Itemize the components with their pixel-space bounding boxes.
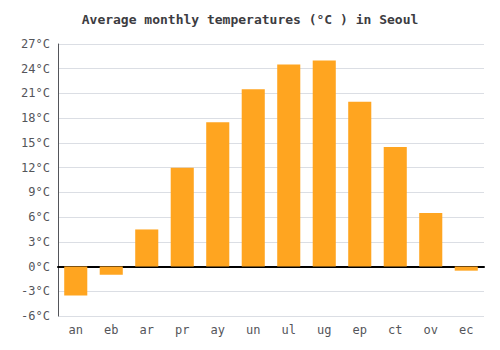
svg-text:ug: ug (317, 323, 331, 337)
svg-text:21°C: 21°C (21, 86, 50, 100)
svg-text:ul: ul (282, 323, 296, 337)
svg-text:an: an (69, 323, 83, 337)
svg-text:ec: ec (459, 323, 473, 337)
svg-text:9°C: 9°C (28, 185, 50, 199)
svg-text:ct: ct (388, 323, 402, 337)
svg-text:-6°C: -6°C (21, 309, 50, 323)
svg-text:pr: pr (175, 323, 189, 337)
svg-text:27°C: 27°C (21, 37, 50, 51)
svg-text:un: un (246, 323, 260, 337)
svg-text:15°C: 15°C (21, 136, 50, 150)
svg-text:12°C: 12°C (21, 161, 50, 175)
svg-text:-3°C: -3°C (21, 284, 50, 298)
svg-text:24°C: 24°C (21, 62, 50, 76)
svg-text:ar: ar (140, 323, 154, 337)
svg-text:6°C: 6°C (28, 210, 50, 224)
svg-text:3°C: 3°C (28, 235, 50, 249)
svg-text:ep: ep (353, 323, 367, 337)
svg-text:18°C: 18°C (21, 111, 50, 125)
svg-text:ov: ov (424, 323, 438, 337)
svg-text:0°C: 0°C (28, 260, 50, 274)
svg-text:eb: eb (104, 323, 118, 337)
svg-text:ay: ay (211, 323, 225, 337)
svg-text:Average monthly temperatures (: Average monthly temperatures (°C ) in Se… (82, 12, 419, 27)
